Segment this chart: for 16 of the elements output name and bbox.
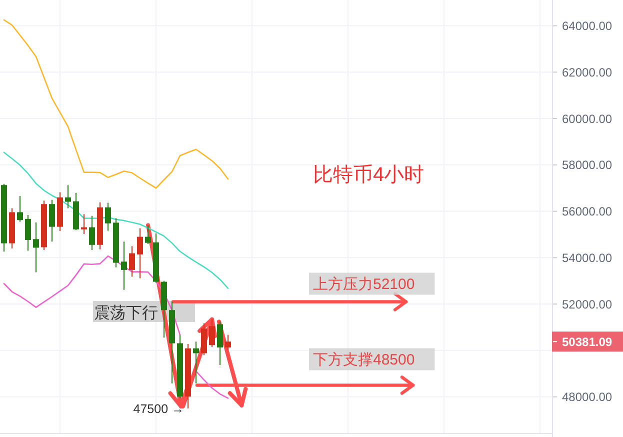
annotation: 47500 → <box>133 402 184 416</box>
y-tick-label: 60000.00 <box>562 112 612 126</box>
text: 比特币4小时 <box>313 164 424 186</box>
y-tick-label: 52000.00 <box>562 297 612 312</box>
ref-line-label: 上方压力52100 <box>313 276 415 294</box>
annotation: 震荡下行 <box>94 304 158 322</box>
y-tick-label: 64000.00 <box>562 19 612 34</box>
y-tick-label: 62000.00 <box>562 65 612 80</box>
y-tick-label: 58000.00 <box>562 158 612 172</box>
line-series <box>3 152 229 289</box>
y-tick-label: 48000.00 <box>562 390 612 404</box>
last-price-tag: 50381.09 <box>552 332 623 352</box>
line-series <box>3 19 229 189</box>
ref-line-label: 下方支撑48500 <box>313 352 415 369</box>
y-tick-label: 56000.00 <box>562 204 612 219</box>
y-tick-label: 54000.00 <box>562 250 612 265</box>
